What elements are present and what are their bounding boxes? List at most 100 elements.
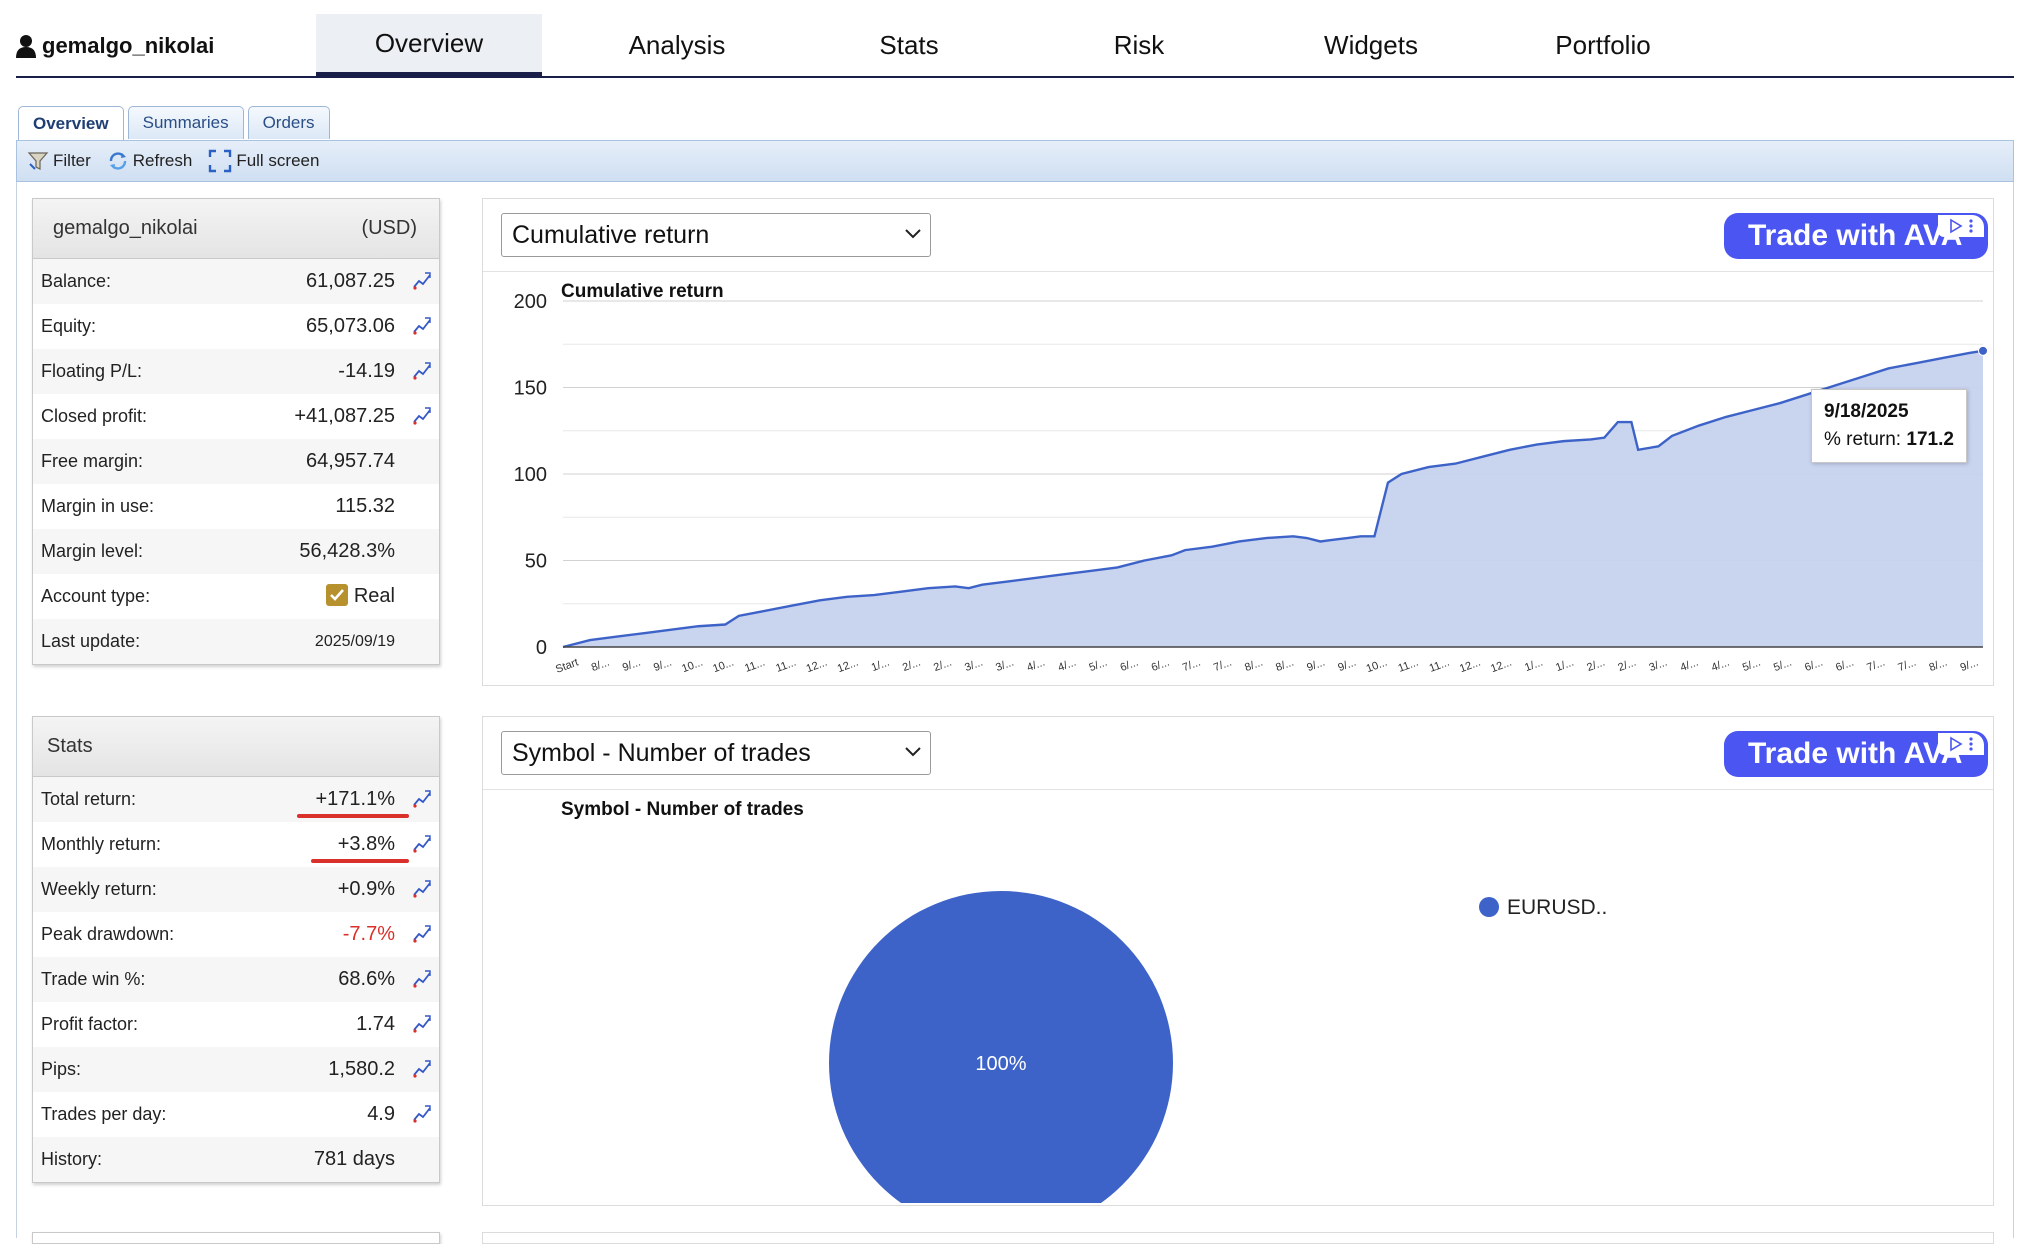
account-panel-header: gemalgo_nikolai (USD)	[33, 199, 439, 259]
x-tick-label: 4/...	[1679, 657, 1700, 675]
x-tick-label: 9/...	[1305, 657, 1326, 675]
x-tick-label: 12...	[836, 657, 860, 676]
row-value: 68.6%	[338, 968, 395, 990]
tab-portfolio[interactable]: Portfolio	[1555, 29, 1651, 60]
ad-choices[interactable]	[1938, 733, 1984, 755]
tab-widgets[interactable]: Widgets	[1324, 29, 1418, 60]
x-tick-label: Start	[554, 657, 580, 676]
free-margin-row: Free margin: 64,957.74	[33, 439, 439, 484]
closed-profit-row: Closed profit: +41,087.25	[33, 394, 439, 439]
series-area	[563, 350, 1983, 647]
equity-row: Equity: 65,073.06	[33, 304, 439, 349]
adchoices-icon	[1950, 218, 1963, 234]
chart-pen-icon[interactable]	[411, 1013, 433, 1035]
x-tick-label: 10...	[1365, 657, 1389, 676]
x-tick-label: 11...	[1397, 657, 1420, 675]
tooltip-date: 9/18/2025	[1824, 401, 1909, 422]
chart-pen-icon[interactable]	[411, 923, 433, 945]
ad-text: Trade with AVA	[1748, 737, 1963, 770]
x-tick-label: 6/...	[1834, 657, 1855, 675]
row-value: 1,580.2	[328, 1058, 395, 1080]
symbol-chart-title: Symbol - Number of trades	[561, 799, 804, 820]
account-currency: (USD)	[361, 217, 417, 239]
account-type-text: Real	[353, 585, 395, 607]
row-label: Trades per day:	[41, 1104, 167, 1124]
ad-text: Trade with AVA	[1748, 219, 1963, 252]
chart-pen-icon[interactable]	[411, 833, 433, 855]
row-value: +171.1%	[315, 788, 395, 810]
ad-choices[interactable]	[1938, 215, 1984, 237]
chart-pen-icon[interactable]	[411, 405, 433, 427]
chart-pen-icon[interactable]	[411, 315, 433, 337]
y-tick-label: 100	[514, 464, 547, 486]
x-tick-label: 2/...	[932, 657, 953, 675]
chart-type-select[interactable]: Cumulative return	[501, 213, 931, 257]
fullscreen-button[interactable]: Full screen	[208, 149, 319, 173]
filter-button[interactable]: Filter	[27, 150, 91, 172]
row-value: +3.8%	[337, 833, 395, 855]
row-label: Closed profit:	[41, 406, 148, 426]
stats-rows: Total return: +171.1% Monthly return: +3…	[33, 777, 439, 1182]
trade-with-ava-ad[interactable]: Trade with AVA	[1724, 731, 1988, 777]
chart-pen-icon[interactable]	[411, 968, 433, 990]
cumulative-return-chart: 0 50 100 150 200 Start 8/... 9/... 9/... 10... 10.…	[514, 291, 1988, 676]
x-tick-label: 1/...	[1523, 657, 1544, 675]
content-area	[16, 182, 2014, 1238]
profit-factor-row: Profit factor: 1.74	[33, 1002, 439, 1047]
tab-stats[interactable]: Stats	[879, 29, 939, 60]
x-tick-label: 12...	[805, 657, 829, 676]
row-label: Margin in use:	[41, 496, 155, 516]
chart-tooltip: 9/18/2025 % return: 171.2	[1811, 389, 1967, 463]
x-tick-label: 12...	[1458, 657, 1482, 676]
chart-pen-icon[interactable]	[411, 1058, 433, 1080]
subtab-orders[interactable]: Orders	[247, 106, 330, 139]
x-tick-label: 9/...	[1336, 657, 1357, 675]
margin-level-row: Margin level: 56,428.3%	[33, 529, 439, 574]
tab-overview[interactable]: Overview	[316, 14, 542, 76]
row-value: 61,087.25	[306, 270, 395, 292]
history-row: History: 781 days	[33, 1137, 439, 1182]
row-label: Profit factor:	[41, 1014, 139, 1034]
chart-pen-icon[interactable]	[411, 788, 433, 810]
x-tick-label: 4/...	[1025, 657, 1046, 675]
account-rows: Balance: 61,087.25 Equity: 65,073.06 Flo…	[33, 259, 439, 664]
subtab-overview[interactable]: Overview	[18, 106, 124, 141]
trade-win-row: Trade win %: 68.6%	[33, 957, 439, 1002]
x-tick-label: 11...	[774, 657, 797, 675]
x-tick-label: 6/...	[1803, 657, 1824, 675]
tab-analysis[interactable]: Analysis	[628, 29, 726, 60]
x-tick-label: 4/...	[1056, 657, 1077, 675]
filter-label: Filter	[53, 151, 91, 170]
user-icon	[16, 35, 36, 58]
adchoices-icon	[1950, 736, 1963, 752]
chart-pen-icon[interactable]	[411, 878, 433, 900]
x-tick-label: 6/...	[1119, 657, 1140, 675]
more-vertical-icon	[1969, 737, 1973, 751]
x-tick-label: 1/...	[1554, 657, 1575, 675]
trade-with-ava-ad[interactable]: Trade with AVA	[1724, 213, 1988, 259]
x-tick-label: 12...	[1489, 657, 1513, 676]
next-card-stub	[482, 1232, 1994, 1244]
refresh-button[interactable]: Refresh	[107, 150, 192, 172]
row-value: 115.32	[335, 495, 395, 517]
series-line	[562, 349, 1984, 649]
x-tick-label: 8/...	[1274, 657, 1295, 675]
x-tick-label: 2/...	[901, 657, 922, 675]
chart-pen-icon[interactable]	[411, 360, 433, 382]
x-tick-label: 9/...	[1959, 657, 1980, 675]
chart-pen-icon[interactable]	[411, 1103, 433, 1125]
account-username: gemalgo_nikolai	[42, 33, 215, 58]
tab-risk[interactable]: Risk	[1113, 29, 1165, 60]
next-panel-stub	[32, 1232, 440, 1244]
tooltip-value: 171.2	[1906, 429, 1954, 450]
account-user[interactable]: gemalgo_nikolai	[16, 30, 214, 62]
chart-pen-icon[interactable]	[411, 270, 433, 292]
highlight-point	[1978, 345, 1988, 356]
subtab-summaries[interactable]: Summaries	[127, 106, 244, 139]
x-tick-label: 8/...	[1928, 657, 1949, 675]
chart-type-select[interactable]: Symbol - Number of trades	[501, 731, 931, 775]
pie-slice-label: 100%	[975, 1053, 1026, 1075]
fullscreen-icon	[209, 149, 232, 173]
row-value: 1.74	[356, 1013, 395, 1035]
tooltip-value-line: % return: 171.2	[1824, 426, 1954, 454]
